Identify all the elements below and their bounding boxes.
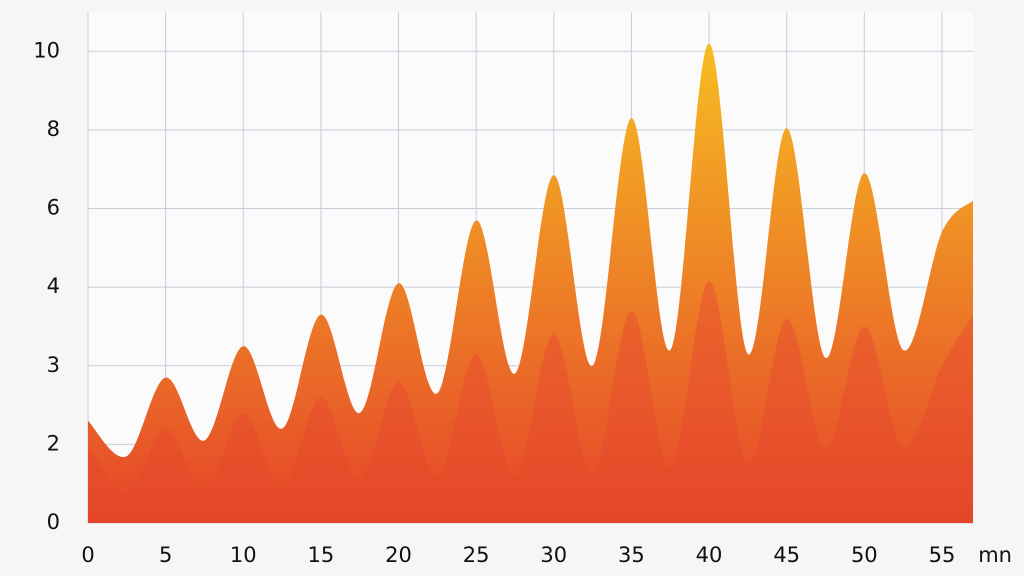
y-tick-label: 3 [47,353,60,377]
x-tick-label: 0 [81,543,94,567]
x-tick-label: 55 [929,543,956,567]
y-tick-label: 4 [47,274,60,298]
x-tick-label: 40 [696,543,723,567]
x-tick-label: 45 [773,543,800,567]
x-tick-label: 15 [308,543,335,567]
y-tick-label: 0 [47,510,60,534]
area [88,43,973,523]
x-tick-label: 50 [851,543,878,567]
x-tick-label: 35 [618,543,645,567]
x-axis-unit: mn [978,543,1012,567]
x-tick-label: 20 [385,543,412,567]
x-tick-label: 25 [463,543,490,567]
y-tick-label: 10 [33,38,60,62]
y-tick-label: 8 [47,117,60,141]
y-tick-label: 6 [47,196,60,220]
x-tick-label: 5 [159,543,172,567]
x-tick-label: 30 [540,543,567,567]
x-tick-label: 10 [230,543,257,567]
y-tick-label: 2 [47,431,60,455]
area [88,281,973,523]
